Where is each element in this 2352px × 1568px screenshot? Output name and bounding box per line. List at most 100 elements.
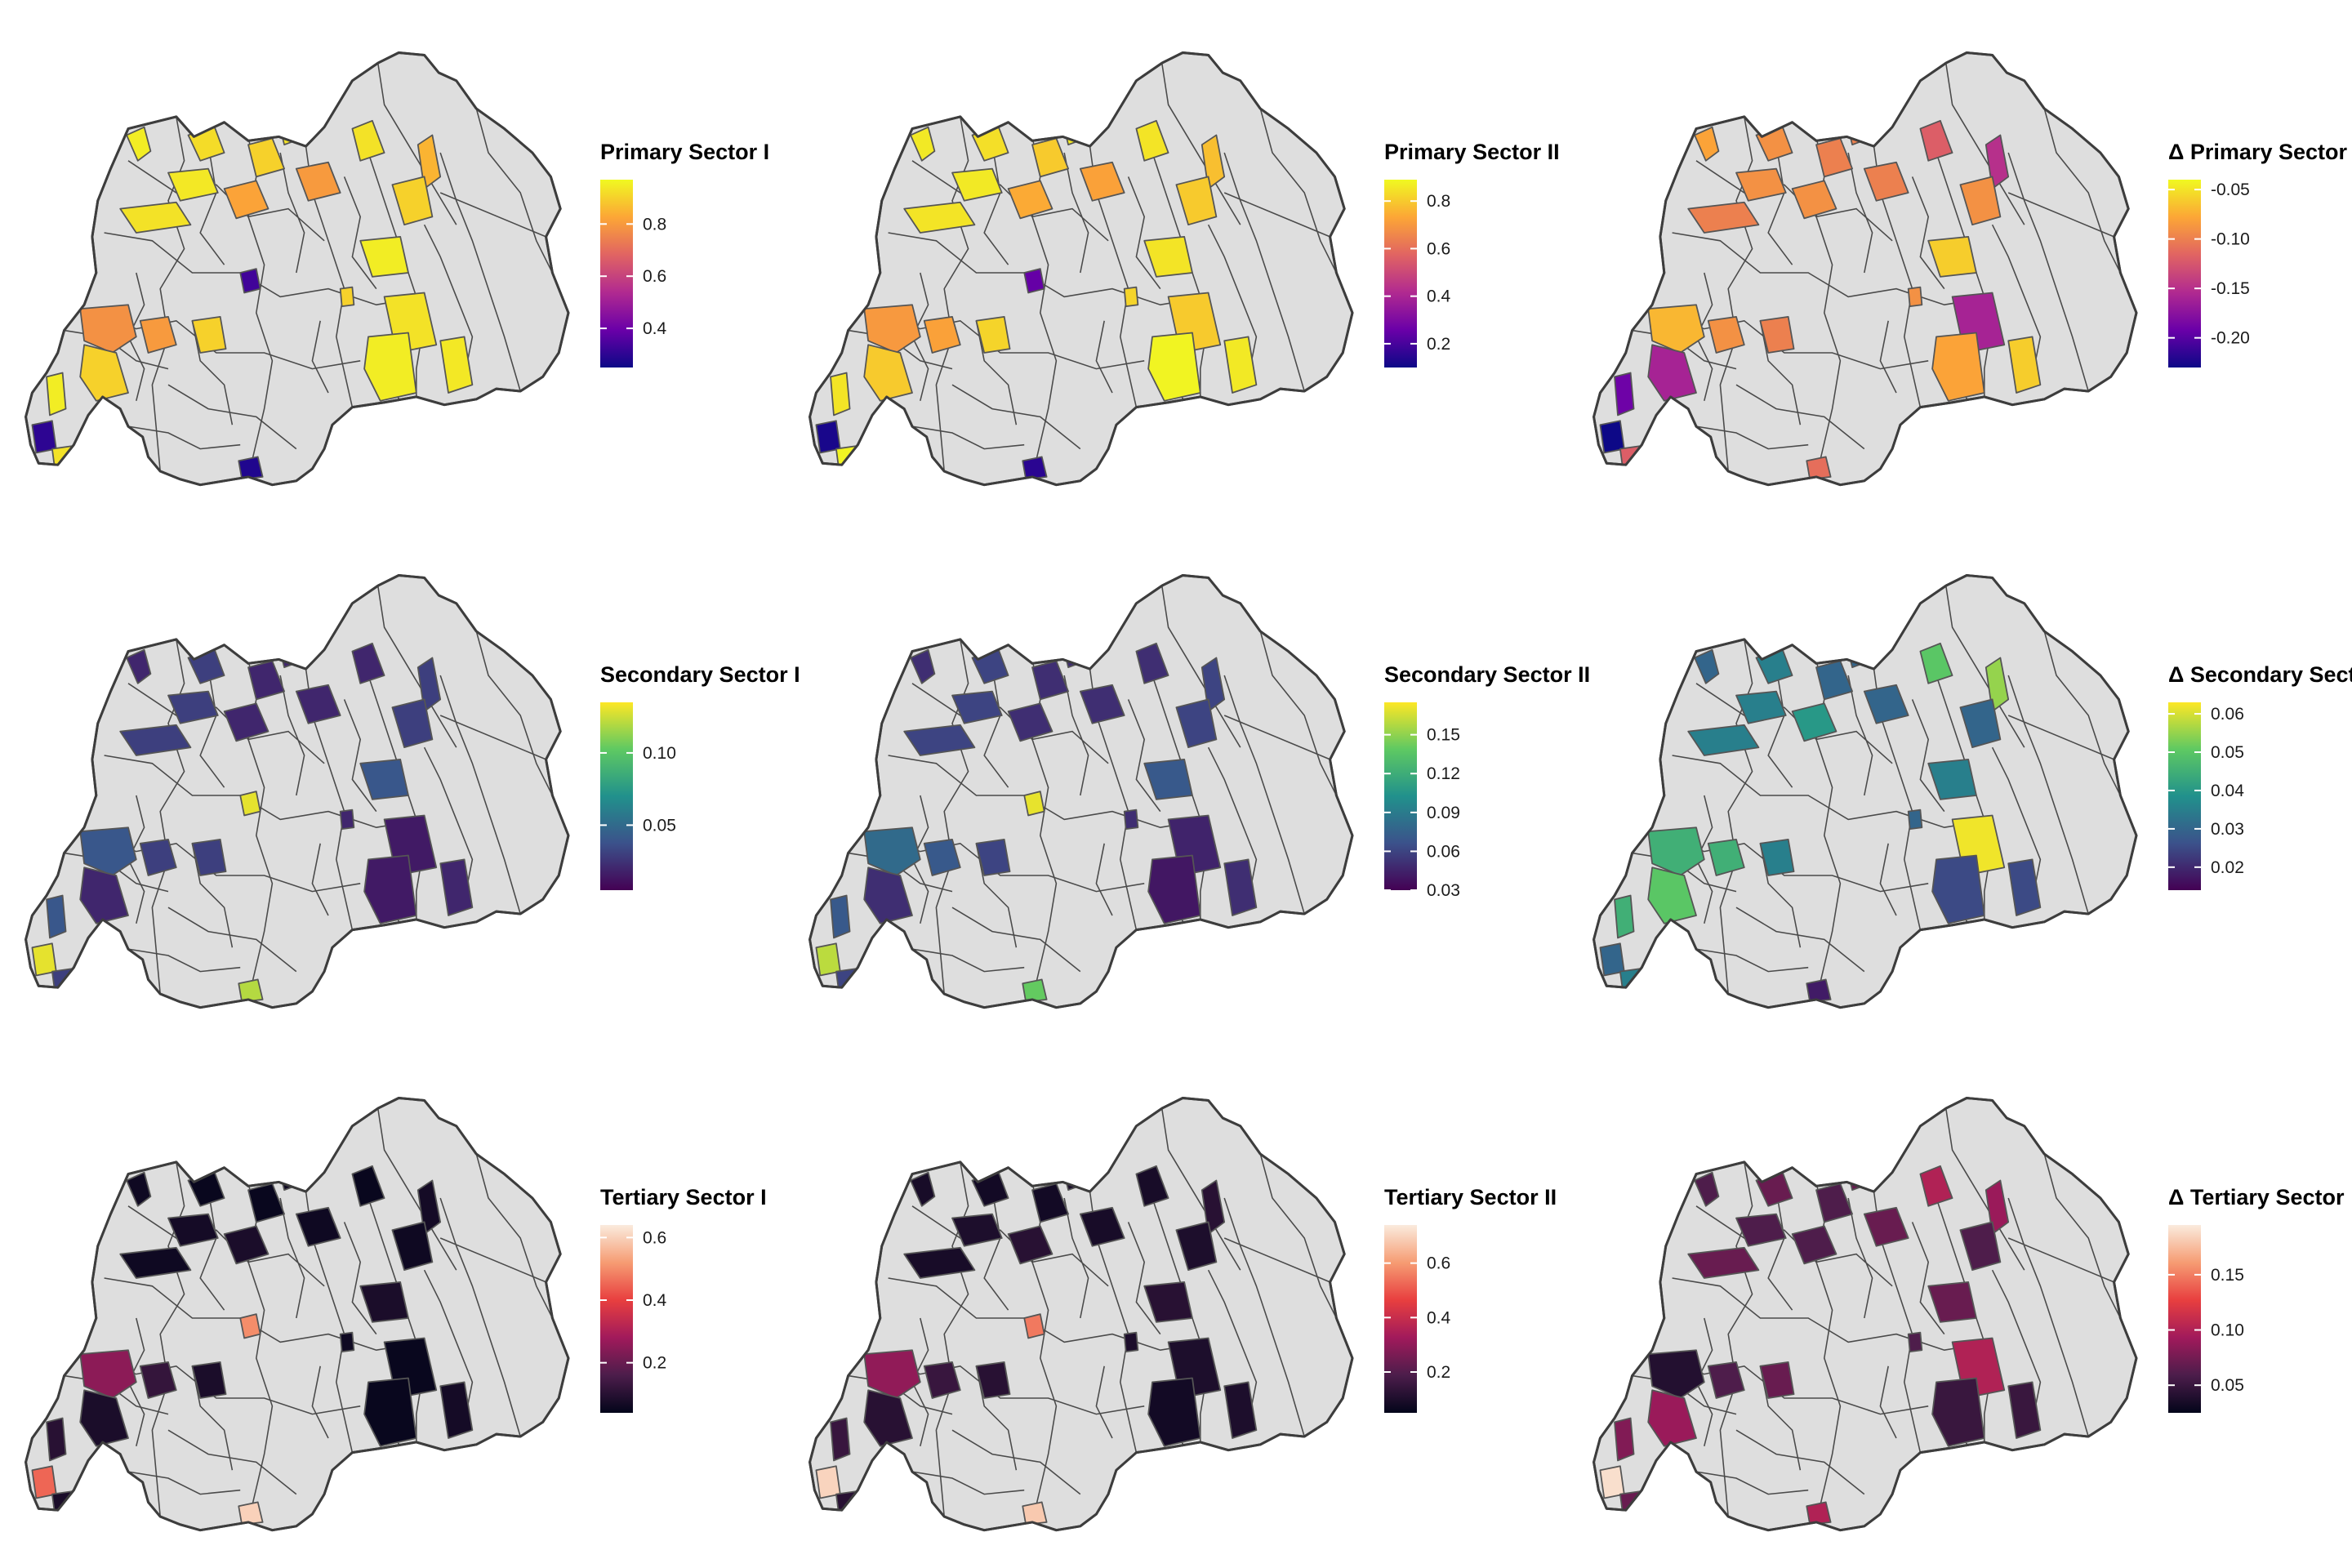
district-region (1791, 180, 1838, 220)
district-region (139, 1361, 177, 1399)
district-boundary (104, 755, 425, 829)
district-boundary (1095, 1365, 1113, 1439)
district-region (1123, 808, 1139, 831)
district-region (223, 702, 270, 742)
district-region (79, 304, 137, 354)
district-region (1200, 1179, 1226, 1235)
district-region (223, 180, 270, 220)
district-boundary (475, 108, 554, 274)
district-region (1022, 1501, 1048, 1526)
district-boundary (2007, 1197, 2089, 1437)
district-region (1123, 1331, 1139, 1353)
district-region (975, 839, 1011, 876)
district-region (359, 236, 409, 278)
legend-title: Tertiary Sector II (1384, 1185, 1557, 1209)
district-region (2007, 336, 2042, 394)
district-region (1687, 201, 1760, 234)
district-boundary (127, 948, 241, 973)
district-region (1927, 1281, 1977, 1323)
map-panel-secondary-delta (1592, 574, 2138, 1009)
district-region (1907, 808, 1923, 831)
district-boundary (376, 1108, 457, 1271)
district-boundary (1223, 715, 1330, 760)
district-region (1806, 1501, 1832, 1526)
district-region (351, 1165, 385, 1207)
district-region (416, 134, 442, 189)
district-region (1735, 690, 1787, 724)
district-boundary (1127, 176, 1161, 290)
district-region (363, 1377, 417, 1447)
district-boundary (935, 1161, 969, 1517)
district-boundary (1207, 1269, 1258, 1423)
colorbar-tick-label: 0.8 (643, 215, 666, 234)
district-region (1135, 642, 1169, 684)
map-panel-primary-2 (808, 51, 1354, 487)
district-region (1175, 176, 1218, 226)
district-region (923, 1361, 961, 1399)
district-region (295, 684, 341, 724)
district-boundary (376, 586, 457, 748)
district-boundary (888, 755, 1209, 829)
district-region (1931, 854, 1985, 924)
district-region (815, 420, 841, 454)
district-boundary (199, 145, 225, 265)
district-boundary (167, 906, 297, 973)
district-region (1687, 724, 1760, 756)
district-region (903, 201, 976, 234)
district-boundary (311, 320, 329, 394)
district-boundary (975, 1365, 1018, 1471)
district-boundary (2043, 1153, 2122, 1319)
district-boundary (911, 1471, 1025, 1495)
district-boundary (191, 843, 234, 948)
district-region (1123, 286, 1139, 308)
district-boundary (1735, 906, 1865, 973)
district-region (1599, 1465, 1625, 1499)
district-region (31, 942, 57, 977)
colorbar-tick-label: 0.02 (2211, 858, 2244, 877)
district-boundary (1655, 835, 1929, 893)
district-boundary (1127, 699, 1161, 813)
district-region (1919, 642, 1953, 684)
district-boundary (1259, 630, 1338, 796)
colorbar-tick-label: 0.6 (1427, 239, 1450, 258)
district-region (1647, 344, 1697, 402)
district-boundary (279, 675, 305, 796)
colorbar-tick-label: 0.05 (643, 816, 676, 835)
district-region (951, 167, 1003, 202)
district-region (1614, 372, 1635, 416)
district-boundary (475, 1153, 554, 1319)
district-region (359, 759, 409, 800)
district-region (923, 839, 961, 876)
district-region (239, 1313, 261, 1339)
district-boundary (1911, 176, 1945, 290)
legend-title: Primary Sector II (1384, 140, 1560, 164)
district-boundaries (31, 63, 554, 480)
district-boundary (1911, 1222, 1945, 1335)
colorbar (1384, 180, 1417, 368)
district-region (1031, 1183, 1069, 1223)
district-boundary (279, 152, 305, 274)
district-boundary (1847, 675, 1873, 796)
district-region (126, 126, 152, 162)
district-boundary (127, 1471, 241, 1495)
district-boundaries (31, 586, 554, 1003)
district-region (1927, 759, 1977, 800)
district-region (1614, 894, 1635, 939)
district-region (1031, 660, 1069, 701)
district-region (247, 137, 285, 178)
colorbar (1384, 1225, 1417, 1413)
colorbar-tick-label: 0.06 (1427, 842, 1460, 861)
district-region (1647, 1389, 1697, 1447)
district-boundaries (815, 63, 1338, 480)
district-boundary (911, 948, 1025, 973)
district-boundary (951, 1429, 1081, 1495)
district-region (1791, 1225, 1838, 1265)
district-region (119, 1246, 192, 1279)
district-boundary (167, 384, 297, 450)
district-region (863, 1389, 913, 1447)
district-region (1614, 1417, 1635, 1462)
colorbar (2168, 1225, 2201, 1413)
colorbar-tick-label: 0.10 (2211, 1321, 2244, 1340)
district-region (1863, 1206, 1909, 1247)
district-region (1735, 167, 1787, 202)
